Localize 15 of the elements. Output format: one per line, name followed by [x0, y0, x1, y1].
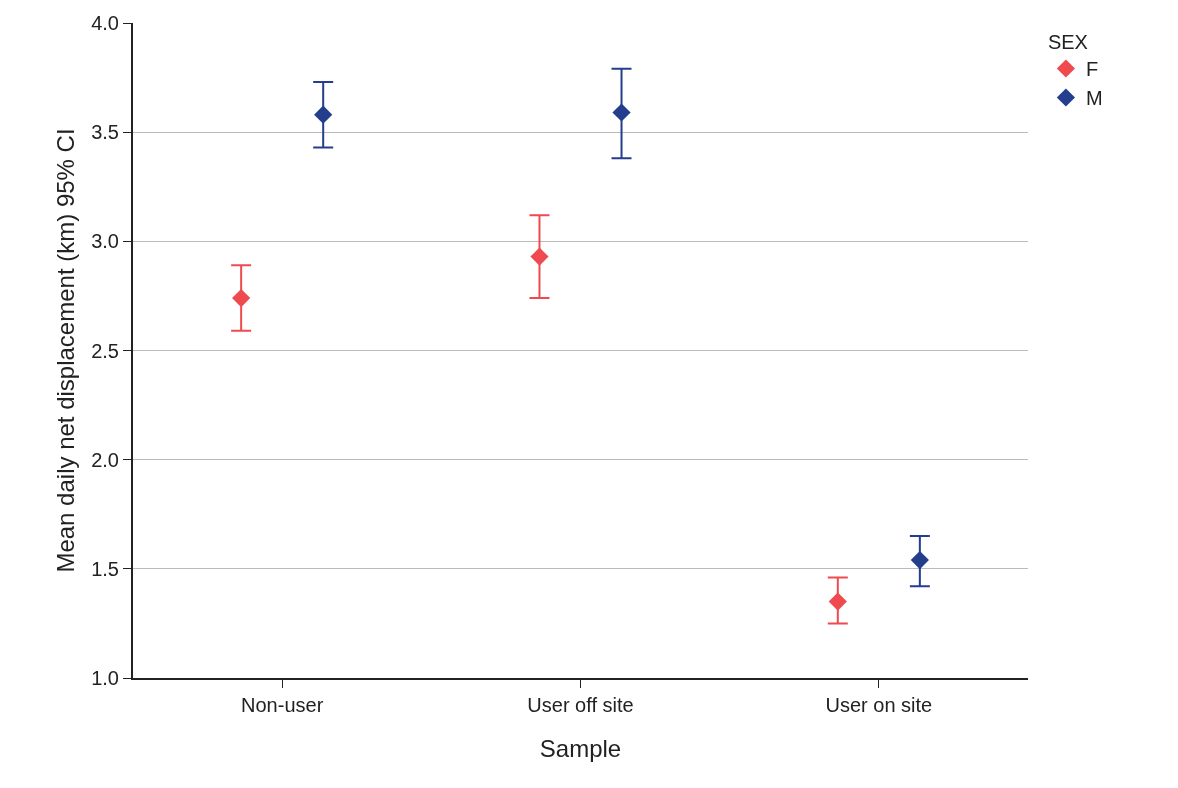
- x-tick-label: User on site: [825, 694, 933, 716]
- x-tick-label: Non-user: [241, 694, 324, 716]
- x-axis-title: Sample: [539, 734, 622, 762]
- y-tick-label: 2.0: [91, 448, 119, 471]
- legend-label: M: [1085, 87, 1103, 110]
- y-axis-title: Mean daily net displacement (km) 95% CI: [52, 128, 79, 573]
- x-tick-label: User off site: [527, 694, 634, 716]
- y-tick-label: 3.5: [91, 121, 119, 144]
- y-tick-label: 1.0: [91, 667, 119, 689]
- y-tick-label: 3.0: [91, 230, 119, 253]
- legend-label: F: [1085, 58, 1099, 81]
- y-tick-label: 1.5: [91, 557, 119, 580]
- legend-title: SEX: [1047, 31, 1088, 53]
- y-tick-label: 2.5: [91, 339, 119, 362]
- y-tick-label: 4.0: [91, 12, 119, 34]
